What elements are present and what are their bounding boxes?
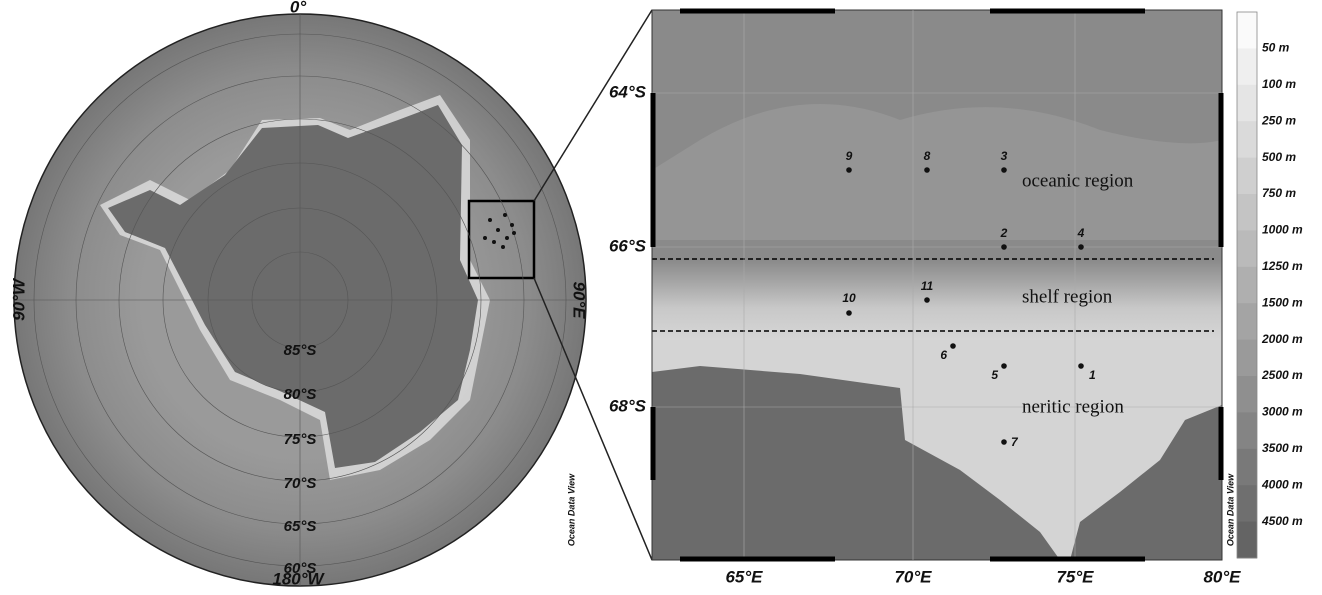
- legend-label: 3000 m: [1262, 405, 1303, 419]
- legend-swatch: [1237, 267, 1257, 304]
- legend-swatch: [1237, 230, 1257, 267]
- station-label: 4: [1077, 226, 1085, 240]
- latitude-label: 70°S: [284, 475, 317, 492]
- station-dot: [488, 218, 492, 222]
- legend-label: 100 m: [1262, 77, 1296, 91]
- station-marker: [924, 297, 930, 303]
- legend-label: 1500 m: [1262, 295, 1303, 309]
- legend-label: 1000 m: [1262, 223, 1303, 237]
- station-label: 9: [846, 149, 853, 163]
- legend-label: 750 m: [1262, 186, 1296, 200]
- legend-swatch: [1237, 85, 1257, 122]
- station-marker: [950, 343, 956, 349]
- longitude-label: 90°E: [570, 281, 589, 319]
- legend-swatch: [1237, 485, 1257, 522]
- figure: 85°S80°S75°S70°S65°S60°S0°90°E180°W90°WO…: [0, 0, 1322, 590]
- legend-label: 3500 m: [1262, 441, 1303, 455]
- station-label: 11: [921, 279, 934, 293]
- legend-label: 4500 m: [1261, 514, 1303, 528]
- legend-swatch: [1237, 303, 1257, 340]
- station-marker: [1001, 363, 1007, 369]
- credit: Ocean Data View: [566, 473, 576, 546]
- station-marker: [1078, 244, 1084, 250]
- legend-swatch: [1237, 376, 1257, 413]
- station-marker: [1001, 244, 1007, 250]
- x-tick-label: 65°E: [725, 567, 763, 586]
- x-tick-label: 80°E: [1203, 567, 1241, 586]
- station-marker: [1001, 167, 1007, 173]
- station-dot: [510, 223, 514, 227]
- station-dot: [492, 240, 496, 244]
- legend-label: 4000 m: [1261, 477, 1303, 491]
- latitude-label: 85°S: [284, 342, 317, 359]
- depth-legend: 50 m 100 m 250 m 500 m 750 m 1000 m 1250 m 1500…: [1237, 12, 1303, 559]
- credit: Ocean Data View: [1225, 473, 1235, 546]
- station-dot: [512, 231, 516, 235]
- legend-swatch: [1237, 158, 1257, 195]
- region-label: oceanic region: [1022, 170, 1134, 191]
- regional-map: 65°E 70°E 75°E 80°E 64°S 66°S 68°S oceanic regi…: [609, 10, 1241, 586]
- station-dot: [503, 213, 507, 217]
- shelf: [652, 260, 1222, 340]
- station-label: 8: [924, 149, 931, 163]
- station-label: 2: [1000, 226, 1008, 240]
- station-dot: [496, 228, 500, 232]
- legend-label: 2500 m: [1261, 368, 1303, 382]
- legend-label: 250 m: [1261, 113, 1296, 127]
- station-label: 3: [1001, 149, 1008, 163]
- legend-label: 2000 m: [1261, 332, 1303, 346]
- legend-swatch: [1237, 449, 1257, 486]
- y-tick-label: 68°S: [609, 396, 647, 415]
- x-tick-label: 75°E: [1056, 567, 1094, 586]
- latitude-label: 65°S: [284, 518, 317, 535]
- station-marker: [1001, 439, 1007, 445]
- x-tick-label: 70°E: [894, 567, 932, 586]
- connector: [534, 10, 652, 201]
- legend-swatch: [1237, 412, 1257, 449]
- legend-swatch: [1237, 522, 1257, 559]
- station-marker: [846, 310, 852, 316]
- longitude-label: 90°W: [9, 277, 28, 321]
- legend-label: 1250 m: [1262, 259, 1303, 273]
- station-label: 5: [991, 368, 998, 382]
- latitude-label: 75°S: [284, 431, 317, 448]
- latitude-label: 80°S: [284, 386, 317, 403]
- legend-swatch: [1237, 340, 1257, 377]
- station-marker: [924, 167, 930, 173]
- legend-swatch: [1237, 12, 1257, 49]
- station-dot: [505, 236, 509, 240]
- polar-map: 85°S80°S75°S70°S65°S60°S0°90°E180°W90°WO…: [9, 0, 588, 588]
- legend-label: 50 m: [1262, 41, 1290, 55]
- station-marker: [1078, 363, 1084, 369]
- region-label: neritic region: [1022, 396, 1124, 417]
- legend-swatch: [1237, 121, 1257, 158]
- region-label: shelf region: [1022, 286, 1113, 307]
- station-marker: [846, 167, 852, 173]
- legend-label: 500 m: [1262, 150, 1296, 164]
- station-dot: [501, 245, 505, 249]
- station-label: 6: [940, 348, 947, 362]
- y-tick-label: 66°S: [609, 236, 647, 255]
- y-tick-label: 64°S: [609, 82, 647, 101]
- longitude-label: 0°: [290, 0, 306, 16]
- legend-swatch: [1237, 194, 1257, 231]
- longitude-label: 180°W: [272, 569, 325, 588]
- station-label: 1: [1089, 368, 1096, 382]
- station-label: 10: [842, 291, 856, 305]
- legend-swatch: [1237, 48, 1257, 85]
- station-dot: [483, 236, 487, 240]
